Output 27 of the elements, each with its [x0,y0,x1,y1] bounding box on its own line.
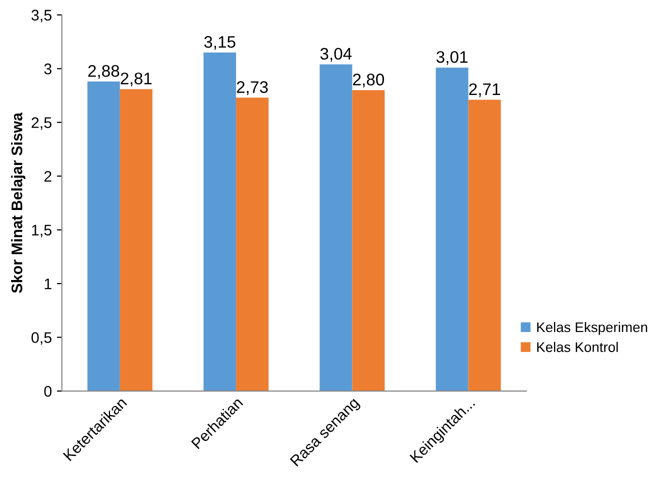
legend-label: Kelas Eksperimen [537,322,648,335]
y-tick-label: 1,5 [32,224,52,238]
y-tick-label: 0 [44,386,52,397]
data-label: 2,80 [353,74,384,88]
y-tick-label: 3,5 [31,10,52,22]
y-axis-title: Skor Minat Belajar Siswa [11,112,26,293]
bar [468,100,501,392]
data-label: 3,01 [436,51,468,65]
y-tick-label: 2,5 [32,117,52,130]
bar [352,90,385,392]
y-tick-label: 0,5 [31,332,52,345]
y-tick-label: 1 [44,278,52,290]
y-tick-label: 2 [44,170,52,182]
data-label: 2,88 [88,65,120,79]
legend-label: Kelas Kontrol [537,342,618,352]
bar [87,82,120,392]
bar [320,64,352,392]
bar [120,89,152,392]
data-label: 2,81 [120,72,152,86]
bar [436,68,468,392]
data-label: 2,73 [236,81,268,95]
data-label: 3,15 [204,36,236,50]
bar [236,98,269,392]
data-label: 3,04 [320,48,352,62]
data-label: 2,71 [469,83,500,98]
bar [204,52,236,392]
y-tick-label: 3 [44,64,52,74]
